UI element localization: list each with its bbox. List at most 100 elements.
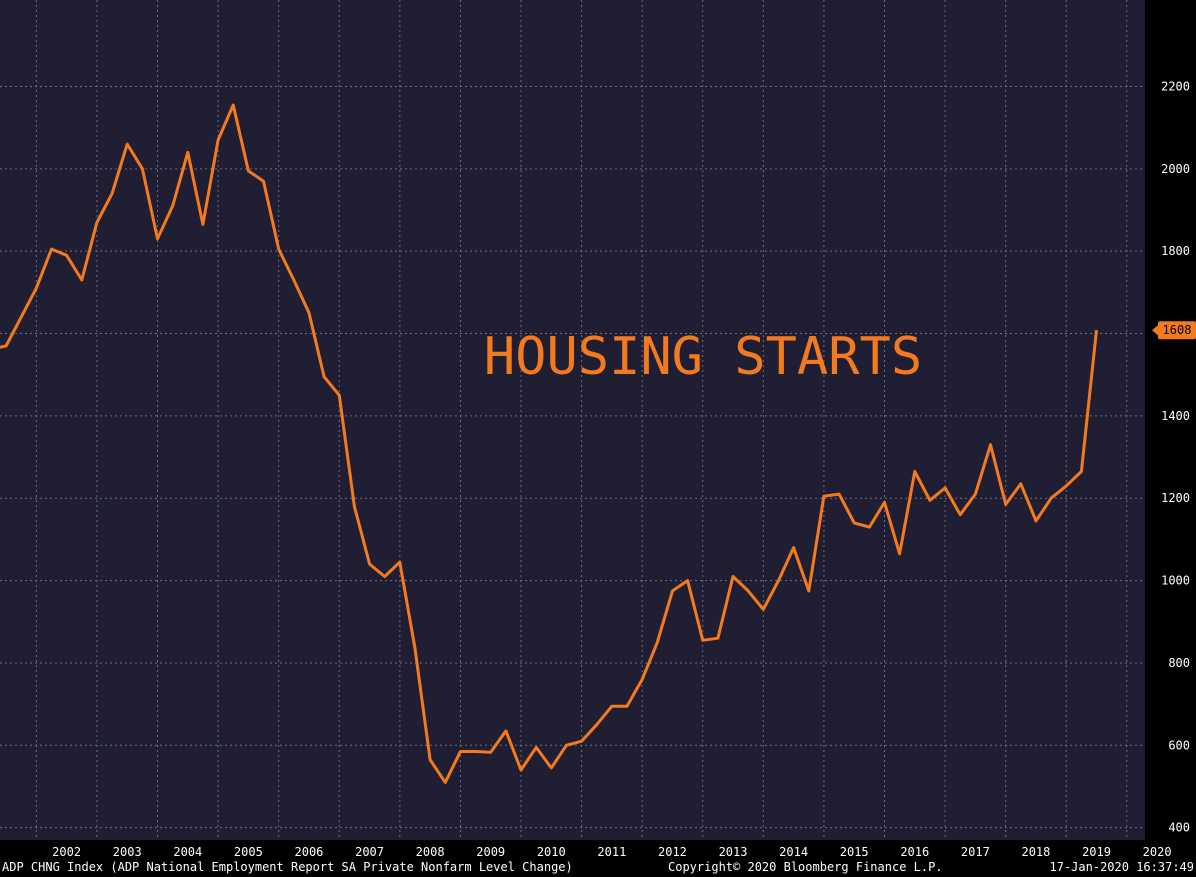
data-point bbox=[702, 639, 704, 641]
data-point bbox=[808, 590, 810, 592]
data-point bbox=[81, 279, 83, 281]
data-point bbox=[611, 705, 613, 707]
data-point bbox=[747, 590, 749, 592]
data-point bbox=[641, 678, 643, 680]
plot-background bbox=[0, 0, 1145, 840]
data-point bbox=[247, 170, 249, 172]
data-point bbox=[172, 205, 174, 207]
data-point bbox=[944, 487, 946, 489]
data-point bbox=[505, 730, 507, 732]
last-value-pointer bbox=[1152, 324, 1159, 337]
x-axis-background bbox=[0, 840, 1196, 858]
data-point bbox=[596, 724, 598, 726]
data-point bbox=[1065, 485, 1067, 487]
x-tick-label: 2016 bbox=[900, 845, 929, 858]
y-tick-label: 800 bbox=[1168, 656, 1190, 670]
x-tick-label: 2017 bbox=[961, 845, 990, 858]
data-point bbox=[263, 180, 265, 182]
data-point bbox=[520, 769, 522, 771]
data-point bbox=[550, 767, 552, 769]
footer: ADP CHNG Index (ADP National Employment … bbox=[0, 858, 1196, 877]
footer-source: ADP CHNG Index (ADP National Employment … bbox=[2, 860, 573, 874]
x-tick-label: 2011 bbox=[597, 845, 626, 858]
data-point bbox=[338, 394, 340, 396]
x-tick-label: 2018 bbox=[1021, 845, 1050, 858]
chart-svg: 4006008001000120014001600180020002200 20… bbox=[0, 0, 1196, 859]
data-point bbox=[414, 648, 416, 650]
data-point bbox=[823, 495, 825, 497]
series-layer bbox=[0, 103, 1098, 784]
data-point bbox=[883, 501, 885, 503]
data-point bbox=[687, 580, 689, 582]
data-point bbox=[308, 312, 310, 314]
data-point bbox=[157, 238, 159, 240]
data-point bbox=[777, 580, 779, 582]
data-point bbox=[959, 514, 961, 516]
data-point bbox=[384, 575, 386, 577]
y-tick-label: 600 bbox=[1168, 738, 1190, 752]
data-point bbox=[565, 744, 567, 746]
y-tick-label: 2000 bbox=[1161, 162, 1190, 176]
data-point bbox=[868, 526, 870, 528]
data-point bbox=[126, 143, 128, 145]
data-point bbox=[1005, 503, 1007, 505]
y-tick-label: 1800 bbox=[1161, 244, 1190, 258]
last-value-marker: 1608 bbox=[1152, 321, 1196, 340]
data-point bbox=[66, 254, 68, 256]
data-point bbox=[429, 759, 431, 761]
data-point bbox=[853, 522, 855, 524]
x-tick-label: 2014 bbox=[779, 845, 808, 858]
y-tick-label: 1200 bbox=[1161, 491, 1190, 505]
data-point bbox=[793, 547, 795, 549]
data-point bbox=[581, 740, 583, 742]
x-tick-label: 2020 bbox=[1143, 845, 1172, 858]
data-point bbox=[459, 750, 461, 752]
data-point bbox=[217, 139, 219, 141]
data-point bbox=[293, 279, 295, 281]
data-point bbox=[141, 168, 143, 170]
data-point bbox=[929, 499, 931, 501]
data-point bbox=[899, 553, 901, 555]
chart-title: HOUSING STARTS bbox=[484, 327, 922, 387]
data-point bbox=[35, 287, 37, 289]
x-tick-label: 2006 bbox=[295, 845, 324, 858]
data-point bbox=[232, 104, 234, 106]
data-point bbox=[444, 781, 446, 783]
x-tick-label: 2013 bbox=[719, 845, 748, 858]
data-point bbox=[990, 444, 992, 446]
x-tick-label: 2007 bbox=[355, 845, 384, 858]
data-point bbox=[656, 641, 658, 643]
series-line bbox=[0, 103, 1098, 784]
data-point bbox=[732, 575, 734, 577]
x-tick-label: 2002 bbox=[52, 845, 81, 858]
data-point bbox=[1096, 329, 1098, 331]
x-tick-label: 2004 bbox=[173, 845, 202, 858]
y-tick-label: 1000 bbox=[1161, 574, 1190, 588]
data-point bbox=[278, 248, 280, 250]
data-point bbox=[399, 561, 401, 563]
y-axis-background bbox=[1145, 0, 1196, 858]
data-point bbox=[490, 751, 492, 753]
data-point bbox=[974, 493, 976, 495]
footer-copyright: Copyright© 2020 Bloomberg Finance L.P. bbox=[668, 860, 943, 874]
data-point bbox=[353, 505, 355, 507]
data-point bbox=[762, 608, 764, 610]
data-point bbox=[50, 248, 52, 250]
data-point bbox=[626, 705, 628, 707]
x-tick-label: 2005 bbox=[234, 845, 263, 858]
x-tick-label: 2019 bbox=[1082, 845, 1111, 858]
data-point bbox=[1050, 497, 1052, 499]
data-point bbox=[187, 151, 189, 153]
data-point bbox=[914, 470, 916, 472]
y-tick-label: 2200 bbox=[1161, 79, 1190, 93]
x-tick-label: 2010 bbox=[537, 845, 566, 858]
data-point bbox=[96, 221, 98, 223]
x-axis: 2002 2003 2004 2005 2006 2007 2008 2009 2010 2011… bbox=[52, 845, 1172, 859]
x-tick-label: 2009 bbox=[476, 845, 505, 858]
last-value-box bbox=[1158, 321, 1196, 340]
x-tick-label: 2012 bbox=[658, 845, 687, 858]
data-point bbox=[838, 493, 840, 495]
data-point bbox=[1080, 470, 1082, 472]
data-point bbox=[323, 376, 325, 378]
